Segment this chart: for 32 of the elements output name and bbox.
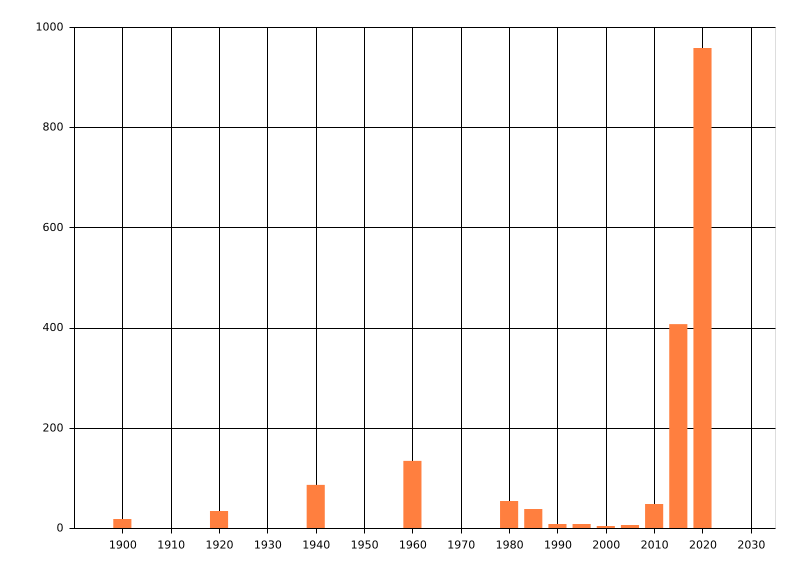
bar	[306, 484, 325, 528]
x-tick-label: 1930	[254, 538, 282, 552]
x-tick-label: 1970	[447, 538, 476, 552]
bar	[210, 510, 228, 528]
bar	[693, 48, 712, 528]
x-tick-label: 1920	[206, 538, 234, 552]
y-tick-label: 800	[42, 120, 64, 134]
y-tick-label: 1000	[36, 20, 64, 34]
bar	[669, 324, 688, 528]
bar	[548, 524, 567, 528]
bar	[645, 504, 664, 528]
bar	[524, 508, 542, 528]
bar	[403, 460, 422, 528]
bar	[620, 524, 640, 528]
x-tick-label: 2000	[592, 538, 620, 552]
x-tick-label: 2010	[640, 538, 669, 552]
bar	[113, 518, 132, 528]
x-tick-label: 1900	[108, 538, 137, 552]
x-tick-label: 1950	[350, 538, 379, 552]
x-tick-label: 1990	[544, 538, 572, 552]
x-tick-label: 1960	[398, 538, 427, 552]
bar	[572, 524, 591, 528]
bar	[500, 500, 518, 528]
y-tick-label: 0	[56, 522, 64, 534]
x-tick-label: 1980	[496, 538, 524, 552]
y-tick-label: 200	[42, 421, 64, 434]
x-tick-label: 1910	[157, 538, 186, 552]
x-tick-label: 2020	[688, 538, 717, 552]
y-tick-label: 400	[42, 321, 64, 334]
y-tick-label: 600	[42, 220, 64, 234]
x-tick-label: 2030	[737, 538, 766, 552]
x-tick-label: 1940	[302, 538, 330, 552]
